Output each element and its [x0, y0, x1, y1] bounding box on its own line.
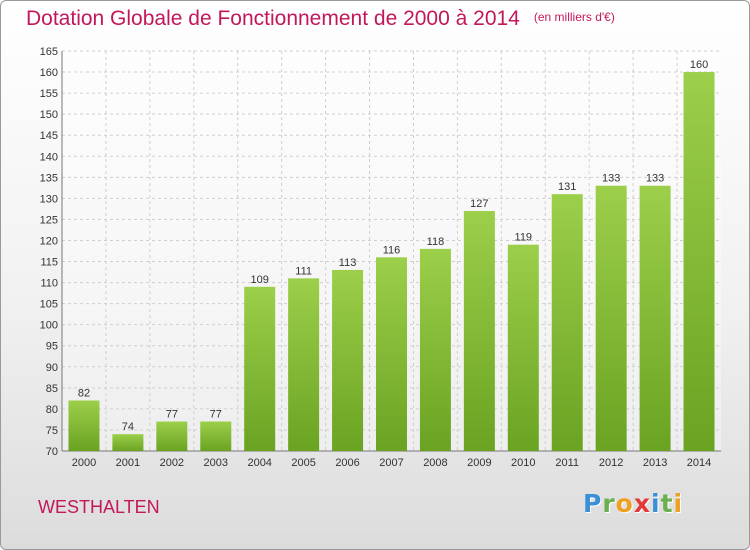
- bar: [376, 257, 407, 451]
- y-tick-label: 155: [40, 88, 58, 100]
- bar: [200, 421, 232, 451]
- y-tick-label: 165: [40, 46, 58, 58]
- bar: [595, 185, 627, 451]
- y-tick-label: 90: [46, 362, 58, 374]
- bar: [419, 248, 451, 451]
- data-label: 133: [646, 173, 664, 185]
- y-tick-label: 150: [40, 109, 58, 121]
- x-tick-label: 2012: [599, 457, 623, 469]
- chart-title: Dotation Globale de Fonctionnement de 20…: [26, 7, 615, 31]
- y-tick-label: 140: [40, 151, 58, 163]
- y-tick-label: 105: [40, 299, 58, 311]
- x-tick-label: 2014: [687, 457, 711, 469]
- y-tick-label: 160: [40, 67, 58, 79]
- bar: [68, 400, 100, 451]
- x-tick-label: 2006: [335, 457, 359, 469]
- x-tick-label: 2013: [643, 457, 667, 469]
- x-tick-label: 2002: [160, 457, 184, 469]
- data-label: 82: [78, 387, 90, 399]
- bar: [332, 269, 364, 451]
- data-label: 133: [602, 173, 620, 185]
- data-label: 109: [251, 274, 269, 286]
- data-label: 119: [515, 232, 533, 244]
- data-label: 116: [383, 244, 401, 256]
- y-tick-label: 115: [40, 257, 58, 269]
- data-label: 113: [339, 257, 357, 269]
- y-tick-label: 80: [46, 404, 58, 416]
- y-tick-label: 95: [46, 341, 58, 353]
- proxiti-logo: Proxiti: [583, 489, 683, 518]
- logo-letter: o: [615, 489, 634, 518]
- data-label: 118: [427, 236, 445, 248]
- logo-letter: t: [660, 489, 674, 518]
- bar: [551, 194, 583, 451]
- bar: [156, 421, 188, 451]
- y-tick-label: 125: [40, 214, 58, 226]
- bar: [463, 211, 495, 451]
- data-label: 160: [690, 59, 708, 71]
- logo-letter: i: [651, 489, 661, 518]
- data-label: 131: [558, 181, 576, 193]
- y-tick-label: 85: [46, 383, 58, 395]
- x-tick-label: 2010: [511, 457, 535, 469]
- y-tick-label: 100: [40, 320, 58, 332]
- bar: [639, 185, 671, 451]
- y-tick-label: 120: [40, 235, 58, 247]
- x-tick-label: 2008: [423, 457, 447, 469]
- x-tick-label: 2003: [204, 457, 228, 469]
- bar: [244, 286, 276, 451]
- x-tick-label: 2007: [379, 457, 403, 469]
- bar: [683, 72, 715, 451]
- chart-title-text: Dotation Globale de Fonctionnement de 20…: [26, 7, 520, 30]
- x-tick-label: 2004: [247, 457, 271, 469]
- logo-letter: r: [602, 489, 616, 518]
- x-tick-label: 2000: [72, 457, 96, 469]
- logo-letter: x: [633, 489, 651, 518]
- data-label: 77: [210, 409, 222, 421]
- logo-letter: i: [673, 489, 684, 518]
- y-tick-label: 130: [40, 193, 58, 205]
- x-tick-label: 2005: [291, 457, 315, 469]
- y-tick-label: 145: [40, 130, 58, 142]
- logo-letter: P: [583, 489, 603, 518]
- y-tick-label: 110: [40, 278, 58, 290]
- data-label: 111: [295, 265, 312, 277]
- data-label: 74: [122, 421, 134, 433]
- data-label: 77: [166, 409, 178, 421]
- y-tick-label: 70: [46, 446, 58, 458]
- x-tick-label: 2009: [467, 457, 491, 469]
- chart-unit: (en milliers d'€): [533, 10, 615, 24]
- bar: [112, 434, 144, 451]
- x-tick-label: 2011: [555, 457, 579, 469]
- bar: [288, 278, 320, 451]
- y-tick-label: 75: [46, 425, 58, 437]
- data-label: 127: [470, 198, 488, 210]
- bar: [507, 244, 539, 451]
- y-tick-label: 135: [40, 172, 58, 184]
- place-name: WESTHALTEN: [38, 497, 160, 517]
- x-tick-label: 2001: [116, 457, 140, 469]
